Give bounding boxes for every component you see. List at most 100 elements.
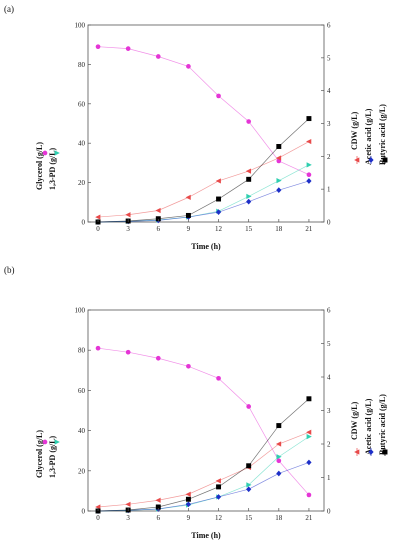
glycerol-series-line bbox=[97, 347, 310, 496]
y-right-label-cdw: CDW (g/L) bbox=[350, 401, 359, 440]
acetic-point bbox=[306, 459, 312, 466]
plot-frame bbox=[87, 24, 325, 223]
x-tick-label: 6 bbox=[157, 514, 161, 522]
x-tick-label: 12 bbox=[215, 514, 223, 522]
y-left-tick-label: 20 bbox=[78, 467, 86, 475]
y-right-label-butyric: Butyric acid (g/L) bbox=[378, 104, 387, 165]
acetic-series-line bbox=[98, 462, 310, 512]
butyric-point bbox=[246, 176, 252, 182]
acetic-point bbox=[306, 178, 312, 184]
glycerol-point bbox=[306, 172, 312, 178]
acetic-point bbox=[276, 470, 282, 477]
x-tick-label: 9 bbox=[187, 514, 191, 522]
acetic-point bbox=[276, 187, 282, 194]
glycerol-point bbox=[246, 119, 252, 124]
data-marks bbox=[95, 44, 312, 225]
glycerol-legend-marker bbox=[42, 150, 48, 156]
acetic-point bbox=[215, 494, 222, 500]
cdw-point bbox=[155, 497, 161, 503]
butyric-point bbox=[155, 216, 161, 222]
x-tick-label: 3 bbox=[126, 514, 130, 522]
glycerol-point bbox=[276, 458, 282, 464]
x-tick-label: 18 bbox=[275, 514, 283, 522]
y-left-tick-label: 100 bbox=[75, 22, 86, 30]
glycerol-point bbox=[216, 376, 221, 381]
y-left-tick-label: 40 bbox=[78, 140, 86, 148]
y-right-tick-label: 0 bbox=[327, 219, 331, 227]
butyric-series-line bbox=[98, 398, 310, 512]
cdw-point bbox=[215, 178, 221, 184]
y-right-label-cdw: CDW (g/L) bbox=[350, 111, 359, 150]
y-left-tick-label: 0 bbox=[82, 219, 86, 227]
glycerol-point bbox=[246, 404, 252, 409]
x-axis-label: Time (h) bbox=[191, 531, 221, 540]
y-left-tick-label: 80 bbox=[78, 61, 86, 69]
acetic-series-line bbox=[98, 180, 310, 223]
cdw-point bbox=[125, 501, 131, 507]
y-right-tick-label: 3 bbox=[327, 407, 331, 415]
y-right-tick-label: 4 bbox=[327, 87, 331, 95]
y-right-tick-label: 1 bbox=[327, 186, 331, 194]
axis-legend-markers bbox=[42, 439, 388, 456]
pd-point bbox=[276, 178, 282, 184]
x-tick-label: 21 bbox=[305, 225, 313, 233]
butyric-point bbox=[185, 496, 191, 502]
y-right-tick-label: 0 bbox=[327, 508, 331, 516]
pd-point bbox=[246, 482, 252, 488]
butyric-point bbox=[276, 144, 282, 149]
acetic-legend-marker bbox=[368, 449, 374, 455]
glycerol-point bbox=[95, 44, 101, 50]
butyric-point bbox=[216, 196, 222, 202]
x-tick-label: 12 bbox=[215, 225, 223, 233]
cdw-point bbox=[215, 478, 221, 484]
cdw-point bbox=[245, 168, 252, 174]
cdw-legend-marker bbox=[354, 157, 360, 163]
cdw-legend-marker bbox=[354, 449, 360, 455]
y-left-tick-label: 0 bbox=[82, 508, 86, 516]
y-right-tick-label: 1 bbox=[327, 474, 331, 482]
butyric-point bbox=[306, 396, 312, 402]
pd-legend-marker bbox=[54, 439, 60, 445]
butyric-point bbox=[276, 423, 282, 429]
y-right-label-butyric: Butyric acid (g/L) bbox=[378, 394, 387, 455]
y-left-label-pd: 1,3-PD (g/L) bbox=[48, 435, 57, 478]
y-left-tick-label: 100 bbox=[75, 307, 86, 315]
panel-label-a: (a) bbox=[4, 4, 14, 14]
y-right-tick-label: 2 bbox=[327, 153, 331, 161]
x-tick-label: 3 bbox=[126, 225, 130, 233]
glycerol-series-line bbox=[98, 46, 310, 176]
butyric-legend-marker bbox=[382, 157, 388, 163]
butyric-point bbox=[216, 484, 222, 490]
y-right-tick-label: 2 bbox=[327, 441, 331, 449]
pd-legend-marker bbox=[54, 150, 60, 156]
glycerol-point bbox=[306, 492, 312, 498]
glycerol-point bbox=[186, 64, 191, 69]
y-left-tick-label: 60 bbox=[78, 387, 86, 395]
y-right-tick-label: 5 bbox=[327, 54, 331, 62]
cdw-point bbox=[275, 441, 282, 447]
glycerol-point bbox=[95, 345, 101, 351]
glycerol-point bbox=[155, 54, 161, 59]
cdw-point bbox=[95, 214, 101, 220]
pd-point bbox=[276, 454, 282, 460]
y-right-tick-label: 5 bbox=[327, 340, 331, 348]
glycerol-point bbox=[186, 363, 191, 369]
butyric-point bbox=[246, 463, 252, 469]
x-tick-label: 6 bbox=[157, 225, 161, 233]
pd-point bbox=[306, 162, 312, 168]
glycerol-point bbox=[216, 93, 221, 99]
x-tick-label: 0 bbox=[96, 225, 100, 233]
y-left-label-pd: 1,3-PD (g/L) bbox=[48, 147, 57, 190]
x-tick-label: 18 bbox=[275, 225, 283, 233]
x-axis-label: Time (h) bbox=[191, 242, 221, 251]
x-tick-label: 15 bbox=[245, 514, 253, 522]
acetic-legend-marker bbox=[368, 157, 374, 163]
cdw-point bbox=[185, 491, 191, 497]
cdw-point bbox=[275, 155, 282, 161]
cdw-point bbox=[125, 212, 131, 218]
